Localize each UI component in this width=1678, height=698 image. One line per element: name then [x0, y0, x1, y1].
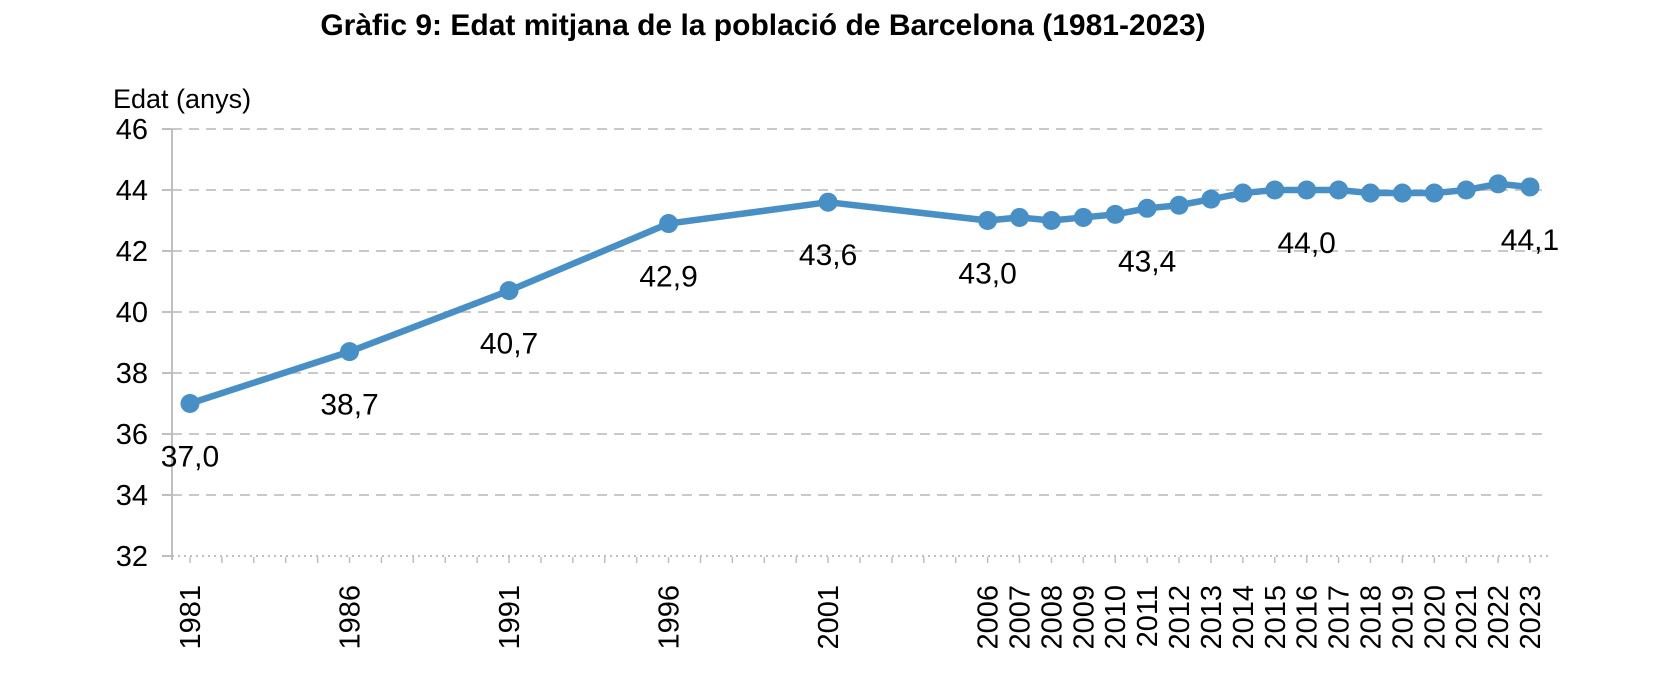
data-label-1986: 38,7 [320, 389, 378, 422]
data-point-2016 [1297, 180, 1317, 200]
data-point-2012 [1169, 195, 1189, 215]
svg-text:2015: 2015 [1260, 585, 1292, 650]
svg-text:42: 42 [116, 236, 148, 268]
svg-text:2012: 2012 [1164, 585, 1196, 650]
svg-text:2006: 2006 [973, 585, 1005, 650]
data-markers [180, 174, 1540, 413]
data-point-2013 [1201, 189, 1221, 209]
data-point-2017 [1329, 180, 1349, 200]
data-labels: 37,0 38,7 40,7 42,9 43,6 43,0 43,4 44,0 44,1 [161, 224, 1559, 474]
svg-text:2022: 2022 [1483, 585, 1515, 650]
data-point-2006 [978, 211, 998, 230]
data-point-2021 [1456, 180, 1476, 200]
data-label-2023: 44,1 [1501, 224, 1559, 257]
svg-text:2017: 2017 [1324, 585, 1356, 650]
svg-text:44: 44 [116, 175, 148, 207]
svg-text:2011: 2011 [1132, 585, 1164, 647]
data-point-2001 [818, 192, 838, 212]
data-point-2019 [1392, 183, 1412, 203]
svg-text:1981: 1981 [175, 585, 207, 650]
data-point-1996 [659, 214, 679, 234]
svg-text:46: 46 [116, 114, 148, 146]
svg-text:1996: 1996 [654, 585, 686, 650]
x-tick-marks [189, 557, 1531, 563]
svg-text:40: 40 [116, 297, 148, 329]
svg-text:2021: 2021 [1451, 585, 1483, 650]
svg-text:2020: 2020 [1419, 585, 1451, 650]
svg-text:2019: 2019 [1387, 585, 1419, 650]
data-label-2001: 43,6 [799, 239, 857, 272]
data-point-2014 [1233, 183, 1253, 203]
data-point-2007 [1010, 207, 1030, 227]
y-axis-title: Edat (anys) [113, 84, 252, 114]
svg-text:2014: 2014 [1228, 585, 1260, 650]
data-point-2009 [1073, 207, 1093, 227]
data-point-1986 [340, 342, 360, 362]
svg-text:36: 36 [116, 419, 148, 451]
y-gridlines [172, 128, 1548, 496]
data-point-2010 [1105, 204, 1125, 224]
data-series [186, 180, 1534, 407]
data-point-2022 [1488, 174, 1508, 194]
svg-text:2007: 2007 [1005, 585, 1037, 650]
svg-text:34: 34 [116, 480, 148, 512]
chart-title: Gràfic 9: Edat mitjana de la població de… [320, 9, 1206, 42]
svg-text:2008: 2008 [1036, 585, 1068, 650]
axes [171, 129, 1548, 560]
data-point-2020 [1424, 183, 1444, 203]
data-point-2015 [1265, 180, 1285, 200]
data-label-2006: 43,0 [958, 258, 1016, 291]
data-point-2018 [1360, 183, 1380, 203]
svg-text:2001: 2001 [813, 585, 845, 650]
svg-text:38: 38 [116, 358, 148, 390]
svg-text:2016: 2016 [1292, 585, 1324, 650]
svg-text:32: 32 [116, 541, 148, 573]
svg-text:2023: 2023 [1515, 585, 1547, 650]
data-point-2008 [1041, 211, 1061, 230]
svg-text:2018: 2018 [1355, 585, 1387, 650]
svg-text:1991: 1991 [494, 585, 526, 650]
svg-text:2009: 2009 [1068, 585, 1100, 650]
y-tick-marks [162, 128, 172, 557]
data-label-1981: 37,0 [161, 441, 219, 474]
svg-text:2013: 2013 [1196, 585, 1228, 650]
data-point-1981 [180, 394, 200, 413]
y-tick-labels: 46 44 42 40 38 36 34 32 [116, 114, 148, 573]
data-label-2016: 44,0 [1277, 227, 1335, 260]
data-point-2023 [1520, 177, 1540, 197]
data-label-1991: 40,7 [480, 328, 538, 361]
data-point-2011 [1137, 198, 1157, 218]
data-point-1991 [499, 281, 519, 301]
x-tick-labels: 1981 1986 1991 1996 2001 2006 2007 2008 2009 2010… [175, 585, 1547, 650]
svg-text:1986: 1986 [335, 585, 367, 650]
svg-text:2010: 2010 [1100, 585, 1132, 650]
data-label-2011: 43,4 [1118, 245, 1176, 278]
data-label-1996: 42,9 [639, 261, 697, 294]
